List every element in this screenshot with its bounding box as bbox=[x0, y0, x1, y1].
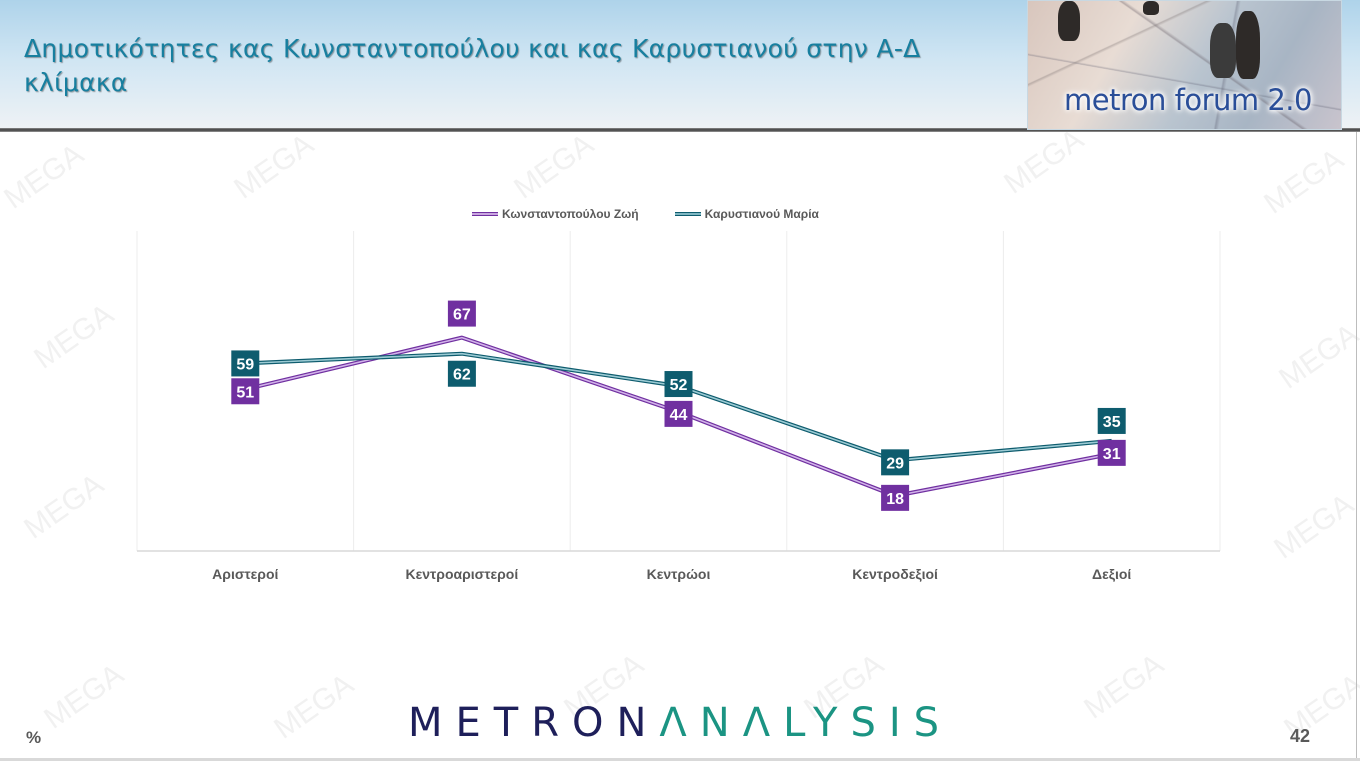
svg-text:67: 67 bbox=[453, 307, 471, 324]
data-label: 35 bbox=[1097, 407, 1126, 434]
header-divider bbox=[0, 128, 1360, 132]
data-label: 52 bbox=[664, 371, 693, 398]
data-label: 67 bbox=[447, 300, 476, 327]
svg-text:51: 51 bbox=[236, 384, 254, 401]
legend-label: Κωνσταντοπούλου Ζωή bbox=[502, 207, 639, 221]
brand-part-1: METRON bbox=[408, 700, 660, 746]
x-label: Κεντροδεξιοί bbox=[852, 566, 938, 582]
slide-title: Δημοτικότητες κας Κωνσταντοπούλου και κα… bbox=[24, 34, 921, 97]
x-axis-labels: Αριστεροί Κεντροαριστεροί Κεντρώοι Κεντρ… bbox=[137, 566, 1220, 582]
data-label: 44 bbox=[664, 400, 693, 427]
brand-part-2: ΛNΛLYSIS bbox=[659, 700, 953, 746]
legend-swatch-purple bbox=[472, 212, 498, 216]
x-label: Κεντρώοι bbox=[646, 566, 711, 582]
svg-text:62: 62 bbox=[453, 367, 471, 384]
logo-photo-figure bbox=[1210, 23, 1236, 78]
page-number: 42 bbox=[1290, 726, 1311, 746]
chart-legend: Κωνσταντοπούλου Ζωή Καρυστιανού Μαρία bbox=[472, 206, 819, 222]
logo-photo-figure bbox=[1058, 1, 1080, 41]
svg-text:52: 52 bbox=[670, 377, 688, 394]
svg-text:18: 18 bbox=[886, 491, 904, 508]
x-label: Αριστεροί bbox=[212, 566, 279, 582]
slide-edge bbox=[0, 758, 1360, 761]
logo-text: metron forum 2.0 bbox=[1064, 83, 1312, 117]
svg-text:44: 44 bbox=[670, 407, 688, 424]
logo-photo-figure bbox=[1143, 1, 1159, 15]
legend-item-konstantopoulou: Κωνσταντοπούλου Ζωή bbox=[472, 207, 639, 221]
data-label: 18 bbox=[881, 484, 910, 511]
legend-item-karystianou: Καρυστιανού Μαρία bbox=[674, 207, 819, 221]
data-label: 29 bbox=[881, 449, 910, 476]
data-label: 51 bbox=[231, 378, 260, 405]
svg-text:29: 29 bbox=[886, 455, 904, 472]
metron-forum-logo: metron forum 2.0 bbox=[1027, 0, 1342, 130]
svg-text:35: 35 bbox=[1103, 414, 1121, 431]
slide-edge bbox=[1356, 132, 1357, 761]
data-label: 59 bbox=[231, 350, 260, 377]
x-label: Δεξιοί bbox=[1092, 566, 1132, 582]
unit-label: % bbox=[26, 728, 42, 747]
logo-photo-figure bbox=[1236, 11, 1260, 79]
metron-analysis-logo: METRONΛNΛLYSIS bbox=[408, 698, 952, 748]
x-label: Κεντροαριστεροί bbox=[405, 566, 519, 582]
data-label: 62 bbox=[447, 360, 476, 387]
svg-text:31: 31 bbox=[1103, 446, 1121, 463]
data-label: 31 bbox=[1097, 439, 1126, 466]
svg-text:59: 59 bbox=[236, 356, 254, 373]
legend-label: Καρυστιανού Μαρία bbox=[704, 207, 819, 221]
chart-data-labels: 51 67 44 18 31 59 62 52 29 35 bbox=[231, 300, 1126, 511]
chart-gridlines bbox=[136, 231, 1221, 552]
legend-swatch-teal bbox=[674, 212, 701, 216]
